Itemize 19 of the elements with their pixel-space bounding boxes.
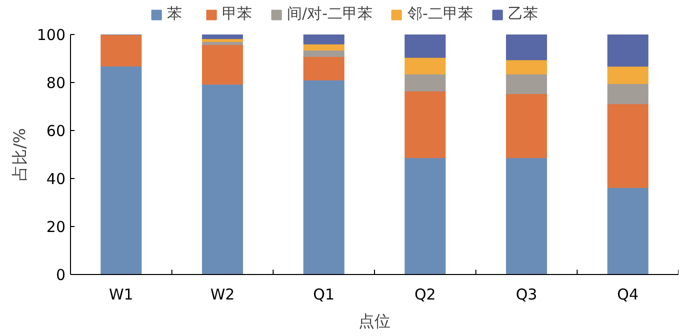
x-tick-label: Q1 xyxy=(313,286,335,304)
y-tick-label: 0 xyxy=(56,266,66,284)
legend-label: 甲苯 xyxy=(222,4,252,24)
legend-label: 苯 xyxy=(167,4,184,24)
legend-label: 间/对-二甲苯 xyxy=(287,4,373,24)
legend-label: 邻-二甲苯 xyxy=(408,4,473,24)
legend-label: 乙苯 xyxy=(508,4,538,24)
y-tick-label: 40 xyxy=(46,170,66,188)
x-tick-label: Q2 xyxy=(414,286,436,304)
x-tick-label: Q4 xyxy=(617,286,639,304)
x-tick-label: W1 xyxy=(108,286,134,304)
y-tick-label: 100 xyxy=(36,26,66,44)
x-tick-label: W2 xyxy=(210,286,235,304)
y-axis-title: 占比/% xyxy=(10,128,29,181)
y-tick-label: 80 xyxy=(46,74,66,92)
x-tick-label: Q3 xyxy=(516,286,538,304)
y-tick-label: 20 xyxy=(46,218,66,236)
y-tick-label: 60 xyxy=(46,122,66,140)
x-axis-title: 点位 xyxy=(358,312,390,330)
